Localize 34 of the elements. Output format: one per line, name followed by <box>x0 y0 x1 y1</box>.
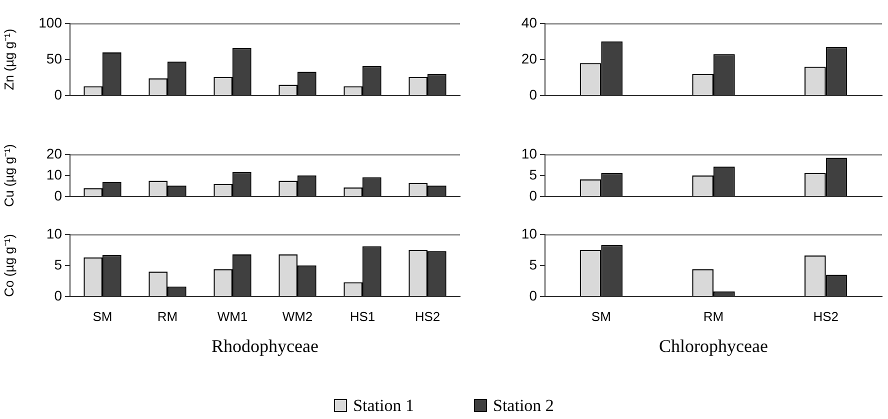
y-tick-label: 0 <box>529 86 538 102</box>
y-tick-label: 0 <box>54 287 62 304</box>
y-tick-label: 10 <box>521 145 538 162</box>
x-tick-label: RM <box>157 308 178 324</box>
x-axis-title: Chlorophyceae <box>659 336 768 356</box>
y-tick-label: 0 <box>529 187 538 204</box>
y-axis-title: Co (µg g⁻¹) <box>1 234 16 297</box>
x-tick-label: SM <box>92 308 112 324</box>
y-axis-title: Zn (µg g⁻¹) <box>1 28 16 90</box>
legend-label: Station 1 <box>352 396 414 416</box>
legend-label: Station 2 <box>492 396 554 416</box>
y-tick-label: 50 <box>46 50 62 66</box>
x-tick-label: RM <box>703 308 724 324</box>
y-tick-label: 20 <box>46 145 62 162</box>
y-axis-title: Cu (µg g⁻¹) <box>1 144 16 207</box>
y-tick-label: 10 <box>46 166 62 182</box>
y-tick-label: 10 <box>521 225 538 242</box>
x-tick-label: HS1 <box>350 308 376 324</box>
y-tick-label: 5 <box>54 256 62 272</box>
x-tick-label: HS2 <box>414 308 440 324</box>
y-tick-label: 5 <box>529 256 538 272</box>
y-tick-label: 0 <box>54 187 62 204</box>
y-tick-label: 20 <box>521 50 538 66</box>
y-tick-label: 0 <box>54 86 62 102</box>
y-tick-label: 100 <box>38 14 62 30</box>
y-tick-label: 0 <box>529 287 538 304</box>
x-tick-label: WM2 <box>282 308 313 324</box>
x-axis-title: Rhodophyceae <box>212 336 318 356</box>
x-tick-label: HS2 <box>813 308 838 324</box>
x-tick-label: WM1 <box>217 308 248 324</box>
y-tick-label: 5 <box>529 166 538 182</box>
y-tick-label: 40 <box>521 14 538 30</box>
y-tick-label: 10 <box>46 225 62 242</box>
x-tick-label: SM <box>591 308 611 324</box>
